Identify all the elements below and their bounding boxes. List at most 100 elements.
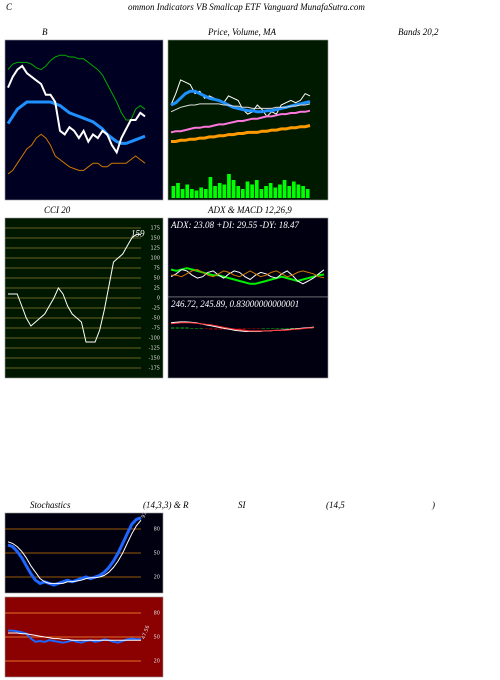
histogram-bar	[290, 328, 294, 329]
value-label: 47.56	[141, 625, 152, 641]
volume-bar	[231, 180, 236, 198]
volume-bar	[282, 180, 287, 198]
y-tick-label: 50	[154, 635, 160, 641]
header-text: ommon Indicators VB Smallcap ETF Vanguar…	[128, 2, 365, 12]
volume-bar	[268, 183, 273, 198]
histogram-bar	[280, 328, 284, 329]
volume-bar	[190, 189, 194, 198]
volume-bar	[296, 184, 301, 198]
volume-bar	[254, 180, 259, 198]
histogram-bar	[213, 328, 218, 330]
volume-bar	[305, 189, 310, 198]
histogram-bar	[275, 328, 280, 329]
series-line	[170, 322, 315, 332]
series-line	[6, 100, 146, 145]
volume-bar	[236, 186, 241, 198]
volume-bar	[250, 184, 254, 198]
volume-bar	[185, 184, 190, 198]
series-line	[170, 268, 325, 285]
value-label: 159	[131, 228, 145, 238]
series-line	[7, 133, 146, 175]
panel-title: )	[431, 500, 435, 510]
volume-bar	[180, 189, 185, 198]
series-line	[7, 54, 146, 121]
panel-title: ADX & MACD 12,26,9	[207, 205, 292, 215]
y-tick-label: 175	[150, 226, 160, 232]
histogram-bar	[252, 328, 256, 329]
histogram-bar	[285, 328, 289, 329]
histogram-bar	[261, 328, 265, 329]
panel-title: (14,3,3) & R	[143, 500, 189, 510]
volume-bar	[245, 181, 250, 198]
histogram-bar	[266, 328, 270, 329]
histogram-bar	[247, 328, 251, 329]
y-tick-label: -25	[152, 306, 160, 312]
histogram-bar	[242, 328, 246, 330]
y-tick-label: 75	[154, 266, 160, 272]
y-tick-label: -75	[152, 326, 160, 332]
histogram-bar	[185, 327, 189, 329]
volume-bar	[291, 181, 296, 198]
y-tick-label: -100	[149, 336, 160, 342]
y-tick-label: 25	[154, 286, 160, 292]
volume-bar	[208, 177, 213, 198]
y-tick-label: 80	[154, 611, 160, 617]
panel-title: Price, Volume, MA	[207, 27, 276, 37]
volume-bar	[227, 174, 231, 198]
annotation: 246.72, 245.89, 0.83000000000001	[171, 299, 299, 309]
volume-bar	[213, 186, 217, 198]
y-tick-label: 50	[154, 551, 160, 557]
series-line	[170, 267, 325, 285]
volume-bar	[176, 183, 180, 198]
series-line	[8, 632, 141, 641]
histogram-bar	[256, 328, 261, 329]
volume-bar	[171, 186, 176, 198]
y-tick-label: -125	[149, 346, 160, 352]
series-line	[170, 103, 311, 113]
histogram-bar	[209, 328, 213, 330]
series-line	[171, 268, 325, 279]
histogram-bar	[194, 328, 199, 329]
annotation: ADX: 23.08 +DI: 29.55 -DY: 18.47	[170, 220, 299, 230]
volume-bar	[273, 187, 278, 198]
y-tick-label: 50	[154, 276, 160, 282]
y-tick-label: 150	[150, 236, 160, 242]
histogram-bar	[199, 328, 203, 329]
series-line	[8, 629, 142, 644]
histogram-bar	[271, 328, 275, 329]
panel-title: B	[42, 27, 48, 37]
panel-subtitle: Bands 20,2	[398, 27, 439, 37]
y-tick-label: 0	[157, 296, 160, 302]
volume-bar	[287, 186, 292, 198]
volume-bar	[241, 189, 245, 198]
series-line	[7, 519, 142, 584]
y-tick-label: -150	[149, 356, 160, 362]
histogram-bar	[218, 328, 223, 330]
series-line	[170, 109, 311, 134]
histogram-bar	[204, 328, 208, 329]
volume-bar	[222, 184, 227, 198]
series-line	[8, 233, 141, 343]
series-line	[171, 124, 311, 143]
panel-title: SI	[238, 500, 247, 510]
volume-bar	[217, 183, 222, 198]
histogram-bar	[190, 328, 194, 329]
y-tick-label: 125	[150, 246, 160, 252]
histogram-bar	[237, 328, 242, 330]
panel-title: CCI 20	[44, 205, 71, 215]
histogram-bar	[171, 327, 175, 329]
y-tick-label: -175	[149, 366, 160, 372]
volume-bar	[203, 189, 208, 198]
volume-bar	[194, 190, 199, 198]
panel-title: (14,5	[326, 500, 345, 510]
volume-bar	[264, 186, 268, 198]
panel-title: Stochastics	[30, 500, 71, 510]
y-tick-label: -50	[152, 316, 160, 322]
histogram-bar	[175, 327, 180, 329]
panel	[4, 39, 164, 201]
volume-bar	[301, 186, 305, 198]
watermark: MunafaSutra.com	[175, 569, 405, 599]
volume-bar	[259, 189, 264, 198]
volume-bar	[278, 184, 282, 198]
